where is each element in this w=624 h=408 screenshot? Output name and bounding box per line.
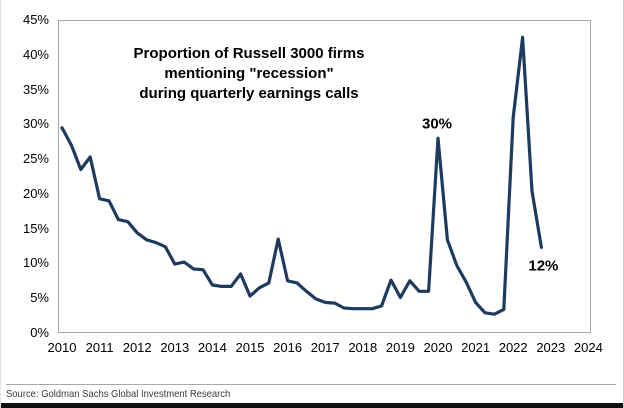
chart-title-line-3: during quarterly earnings calls [139, 85, 359, 102]
bottom-window-edge [1, 403, 623, 408]
y-tick-label: 30% [22, 116, 49, 132]
y-tick-label: 40% [22, 46, 49, 62]
y-tick-label: 45% [22, 12, 49, 27]
x-tick-label: 2013 [160, 340, 190, 355]
chart-title-line-2: mentioning "recession" [164, 65, 334, 82]
x-tick-label: 2012 [122, 340, 152, 355]
x-tick-label: 2019 [385, 340, 415, 355]
x-tick-label: 2022 [498, 340, 528, 355]
x-tick-label: 2017 [310, 340, 340, 355]
x-tick-label: 2021 [461, 340, 491, 355]
x-tick-label: 2020 [423, 340, 453, 355]
y-tick-label: 20% [22, 185, 49, 201]
x-tick-label: 2018 [348, 340, 378, 355]
x-tick-label: 2016 [273, 340, 303, 355]
source-text: Source: Goldman Sachs Global Investment … [6, 388, 231, 400]
y-tick-label: 35% [22, 81, 49, 97]
x-tick-label: 2010 [47, 340, 77, 355]
footer-divider [6, 384, 616, 385]
y-tick-label: 5% [30, 290, 49, 306]
y-tick-label: 0% [30, 325, 49, 340]
data-label-30pct: 30% [421, 115, 453, 133]
x-tick-label: 2014 [197, 340, 227, 355]
x-tick-label: 2024 [573, 340, 603, 355]
y-tick-label: 10% [22, 255, 49, 271]
data-label-12pct: 12% [528, 257, 559, 275]
chart-title: Proportion of Russell 3000 firms mention… [121, 44, 377, 104]
x-tick-label: 2011 [85, 340, 114, 355]
x-tick-label: 2023 [536, 340, 566, 355]
chart-title-line-1: Proportion of Russell 3000 firms [133, 45, 365, 62]
x-tick-label: 2015 [235, 340, 265, 355]
y-tick-label: 25% [22, 151, 49, 167]
y-tick-label: 15% [22, 220, 49, 236]
